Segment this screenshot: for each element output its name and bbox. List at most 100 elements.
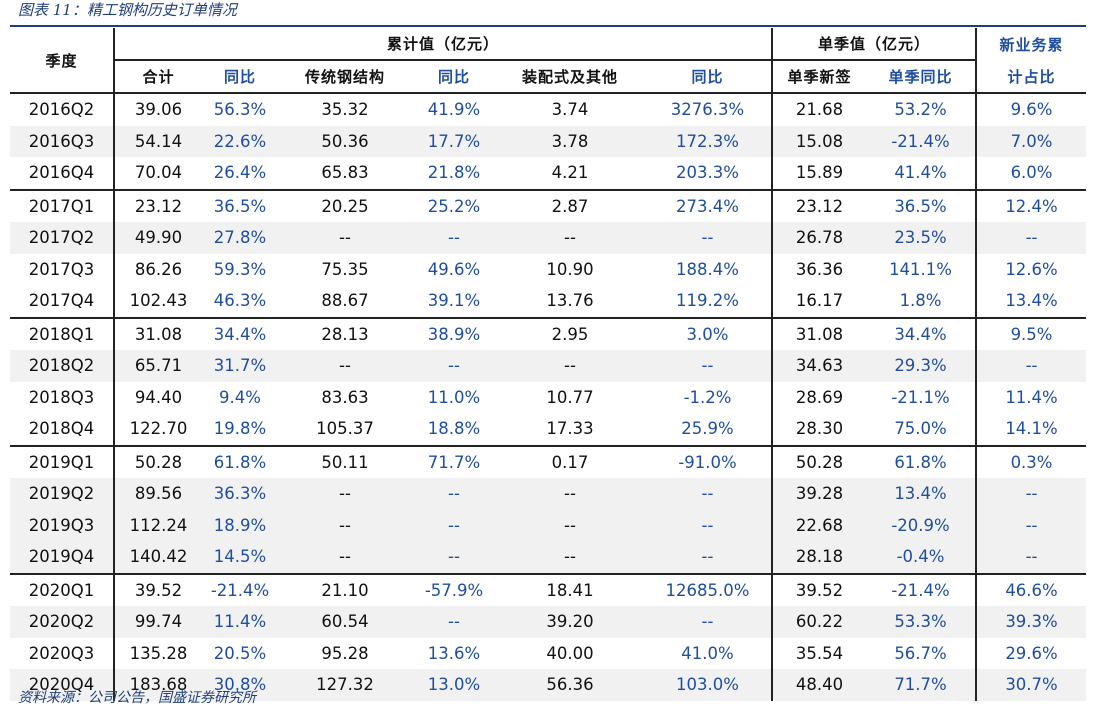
header-total-yoy: 同比 xyxy=(202,60,278,94)
value-cell: 39.52 xyxy=(113,573,202,606)
order-history-table: 季度 累计值（亿元） 单季值（亿元） 新业务累 合计 同比 传统钢结构 同比 装… xyxy=(10,28,1087,701)
value-cell: 19.8% xyxy=(202,413,278,447)
value-cell: 39.28 xyxy=(771,478,867,510)
value-cell: 9.6% xyxy=(975,93,1087,126)
quarter-cell: 2020Q3 xyxy=(28,643,95,663)
table-row: 2019Q3 112.24 18.9% -- -- -- -- 22.68 -20.9% -- xyxy=(10,509,1087,541)
value-cell: 23.12 xyxy=(113,189,202,222)
value-cell: 10.90 xyxy=(546,259,594,279)
value-cell: 14.5% xyxy=(202,541,278,575)
value-cell: 61.8% xyxy=(213,452,267,472)
value-cell: 11.4% xyxy=(202,606,278,638)
table-row: 2018Q2 65.71 31.7% -- -- -- -- 34.63 29.3% -- xyxy=(10,350,1087,382)
quarter-cell: 2018Q4 xyxy=(10,413,114,447)
value-cell: 12.4% xyxy=(975,189,1087,222)
value-cell: -- xyxy=(644,509,773,541)
figure-caption: 图表 11：精工钢构历史订单情况 xyxy=(18,1,237,19)
value-cell: -- xyxy=(975,350,1087,382)
value-cell: 25.9% xyxy=(644,413,773,447)
value-cell: 14.1% xyxy=(975,413,1087,447)
value-cell: 50.28 xyxy=(771,445,867,478)
value-cell: -- xyxy=(412,222,496,254)
value-cell: 28.13 xyxy=(321,324,369,344)
value-cell: 88.67 xyxy=(278,285,412,319)
value-cell: 119.2% xyxy=(644,285,773,319)
value-cell: 46.3% xyxy=(202,285,278,319)
value-cell: 0.3% xyxy=(975,445,1087,478)
table-row: 2016Q3 54.14 22.6% 50.36 17.7% 3.78 172.3% 15.0… xyxy=(10,125,1087,157)
value-cell: 36.36 xyxy=(771,253,867,285)
quarter-cell: 2017Q2 xyxy=(10,222,114,254)
value-cell: 105.37 xyxy=(278,413,412,447)
value-cell: 6.0% xyxy=(975,157,1087,191)
value-cell: -91.0% xyxy=(678,452,737,472)
value-cell: 65.83 xyxy=(278,157,412,191)
value-cell: 13.0% xyxy=(412,669,496,701)
value-cell: 140.42 xyxy=(113,541,202,575)
value-cell: -1.2% xyxy=(683,387,732,407)
value-cell: -- xyxy=(975,222,1087,254)
value-cell: -- xyxy=(278,222,412,254)
value-cell: 27.8% xyxy=(202,222,278,254)
quarter-cell: 2018Q3 xyxy=(28,387,95,407)
value-cell: 23.5% xyxy=(866,222,977,254)
quarter-cell: 2019Q4 xyxy=(10,541,114,575)
value-cell: 31.08 xyxy=(771,317,867,350)
value-cell: 3276.3% xyxy=(670,100,745,120)
value-cell: 75.35 xyxy=(321,259,369,279)
quarter-cell: 2019Q1 xyxy=(28,452,95,472)
value-cell: 28.18 xyxy=(771,541,867,575)
value-cell: 13.4% xyxy=(975,285,1087,319)
value-cell: -- xyxy=(412,350,496,382)
value-cell: 13.76 xyxy=(496,285,644,319)
quarter-cell: 2017Q3 xyxy=(28,259,95,279)
quarter-cell: 2020Q2 xyxy=(10,606,114,638)
value-cell: 12.6% xyxy=(975,253,1087,285)
value-cell: 95.28 xyxy=(321,643,369,663)
value-cell: 60.54 xyxy=(278,606,412,638)
table-row: 2017Q3 86.26 59.3% 75.35 49.6% 10.90 188.4% 36.… xyxy=(10,253,1087,285)
value-cell: -- xyxy=(496,509,644,541)
header-cumulative-group: 累计值（亿元） xyxy=(112,28,773,61)
value-cell: 53.2% xyxy=(894,100,947,120)
value-cell: 39.20 xyxy=(496,606,644,638)
value-cell: 25.2% xyxy=(427,196,481,216)
value-cell: 50.11 xyxy=(321,452,369,472)
value-cell: 3.0% xyxy=(686,324,729,344)
quarter-cell: 2020Q1 xyxy=(28,580,95,600)
value-cell: 71.7% xyxy=(427,452,481,472)
value-cell: 9.5% xyxy=(975,317,1087,350)
quarter-cell: 2016Q4 xyxy=(10,157,114,191)
value-cell: 89.56 xyxy=(113,478,202,510)
value-cell: 70.04 xyxy=(113,157,202,191)
quarter-cell: 2019Q3 xyxy=(10,509,114,541)
value-cell: 61.8% xyxy=(894,452,947,472)
value-cell: 31.7% xyxy=(202,350,278,382)
quarter-cell: 2018Q1 xyxy=(28,324,95,344)
source-note: 资料来源：公司公告，国盛证券研究所 xyxy=(18,690,256,706)
value-cell: 71.7% xyxy=(866,669,977,701)
value-cell: 9.4% xyxy=(219,387,261,407)
value-cell: -- xyxy=(644,478,773,510)
table-row: 2017Q2 49.90 27.8% -- -- -- -- 26.78 23.5% -- xyxy=(10,222,1087,254)
quarter-cell: 2020Q4 xyxy=(10,669,114,701)
table-row: 2019Q1 50.28 61.8% 50.11 71.7% 0.17 -91.0% 50.2… xyxy=(10,445,1087,478)
header-new-business-line2: 计占比 xyxy=(975,60,1087,94)
value-cell: -- xyxy=(644,541,773,575)
quarter-cell: 2017Q1 xyxy=(28,196,95,216)
table-row: 2017Q4 102.43 46.3% 88.67 39.1% 13.76 119.2% 16… xyxy=(10,285,1087,319)
value-cell: -- xyxy=(496,478,644,510)
table-row: 2019Q4 140.42 14.5% -- -- -- -- 28.18 -0.4% -- xyxy=(10,541,1087,575)
value-cell: 22.68 xyxy=(771,509,867,541)
value-cell: -20.9% xyxy=(866,509,977,541)
quarter-cell: 2016Q3 xyxy=(10,125,114,157)
table-row: 2018Q4 122.70 19.8% 105.37 18.8% 17.33 25.9% 28… xyxy=(10,413,1087,447)
value-cell: 0.17 xyxy=(551,452,589,472)
value-cell: 103.0% xyxy=(644,669,773,701)
value-cell: 60.22 xyxy=(771,606,867,638)
value-cell: 112.24 xyxy=(113,509,202,541)
value-cell: 36.5% xyxy=(213,196,267,216)
value-cell: 21.10 xyxy=(321,580,369,600)
value-cell: 56.36 xyxy=(496,669,644,701)
table-row: 2018Q1 31.08 34.4% 28.13 38.9% 2.95 3.0% 31.08 3… xyxy=(10,317,1087,350)
